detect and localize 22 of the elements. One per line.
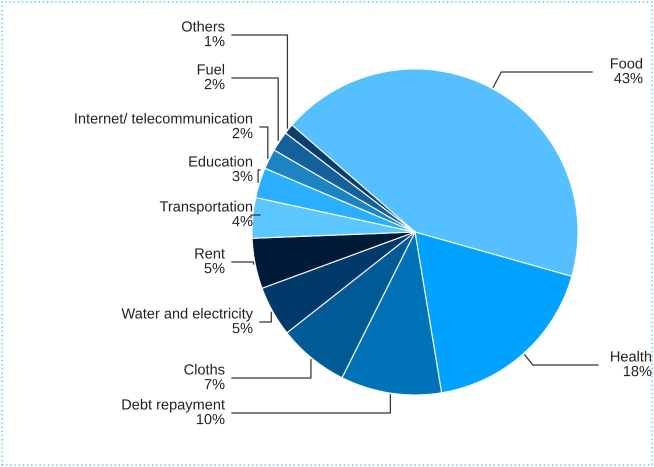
data-label: 18% [624, 366, 652, 376]
data-label: 2% [232, 128, 252, 138]
data-label: 4% [232, 216, 252, 226]
data-label: 10% [196, 414, 224, 424]
data-label: 1% [205, 36, 224, 46]
slice-label: Food [610, 58, 642, 69]
slice-label: Water and electricity [122, 308, 253, 322]
slice-label: Others [182, 20, 224, 32]
data-label: 5% [204, 262, 224, 274]
slice-label: Debt repayment [122, 398, 225, 412]
data-label: 2% [204, 78, 224, 90]
slice-label: Health [611, 350, 652, 362]
slice-label: Transportation [160, 200, 252, 214]
data-label: 7% [204, 378, 224, 390]
data-label: 5% [232, 322, 252, 334]
slice-label: Cloths [184, 364, 224, 375]
slice-label: Education [189, 156, 252, 167]
data-label: 43% [614, 72, 642, 84]
slice-label: Rent [195, 248, 225, 259]
data-label: 3% [232, 170, 252, 182]
slice-label: Fuel [198, 64, 224, 75]
slice-label: Internet/ telecommunication [75, 112, 252, 124]
